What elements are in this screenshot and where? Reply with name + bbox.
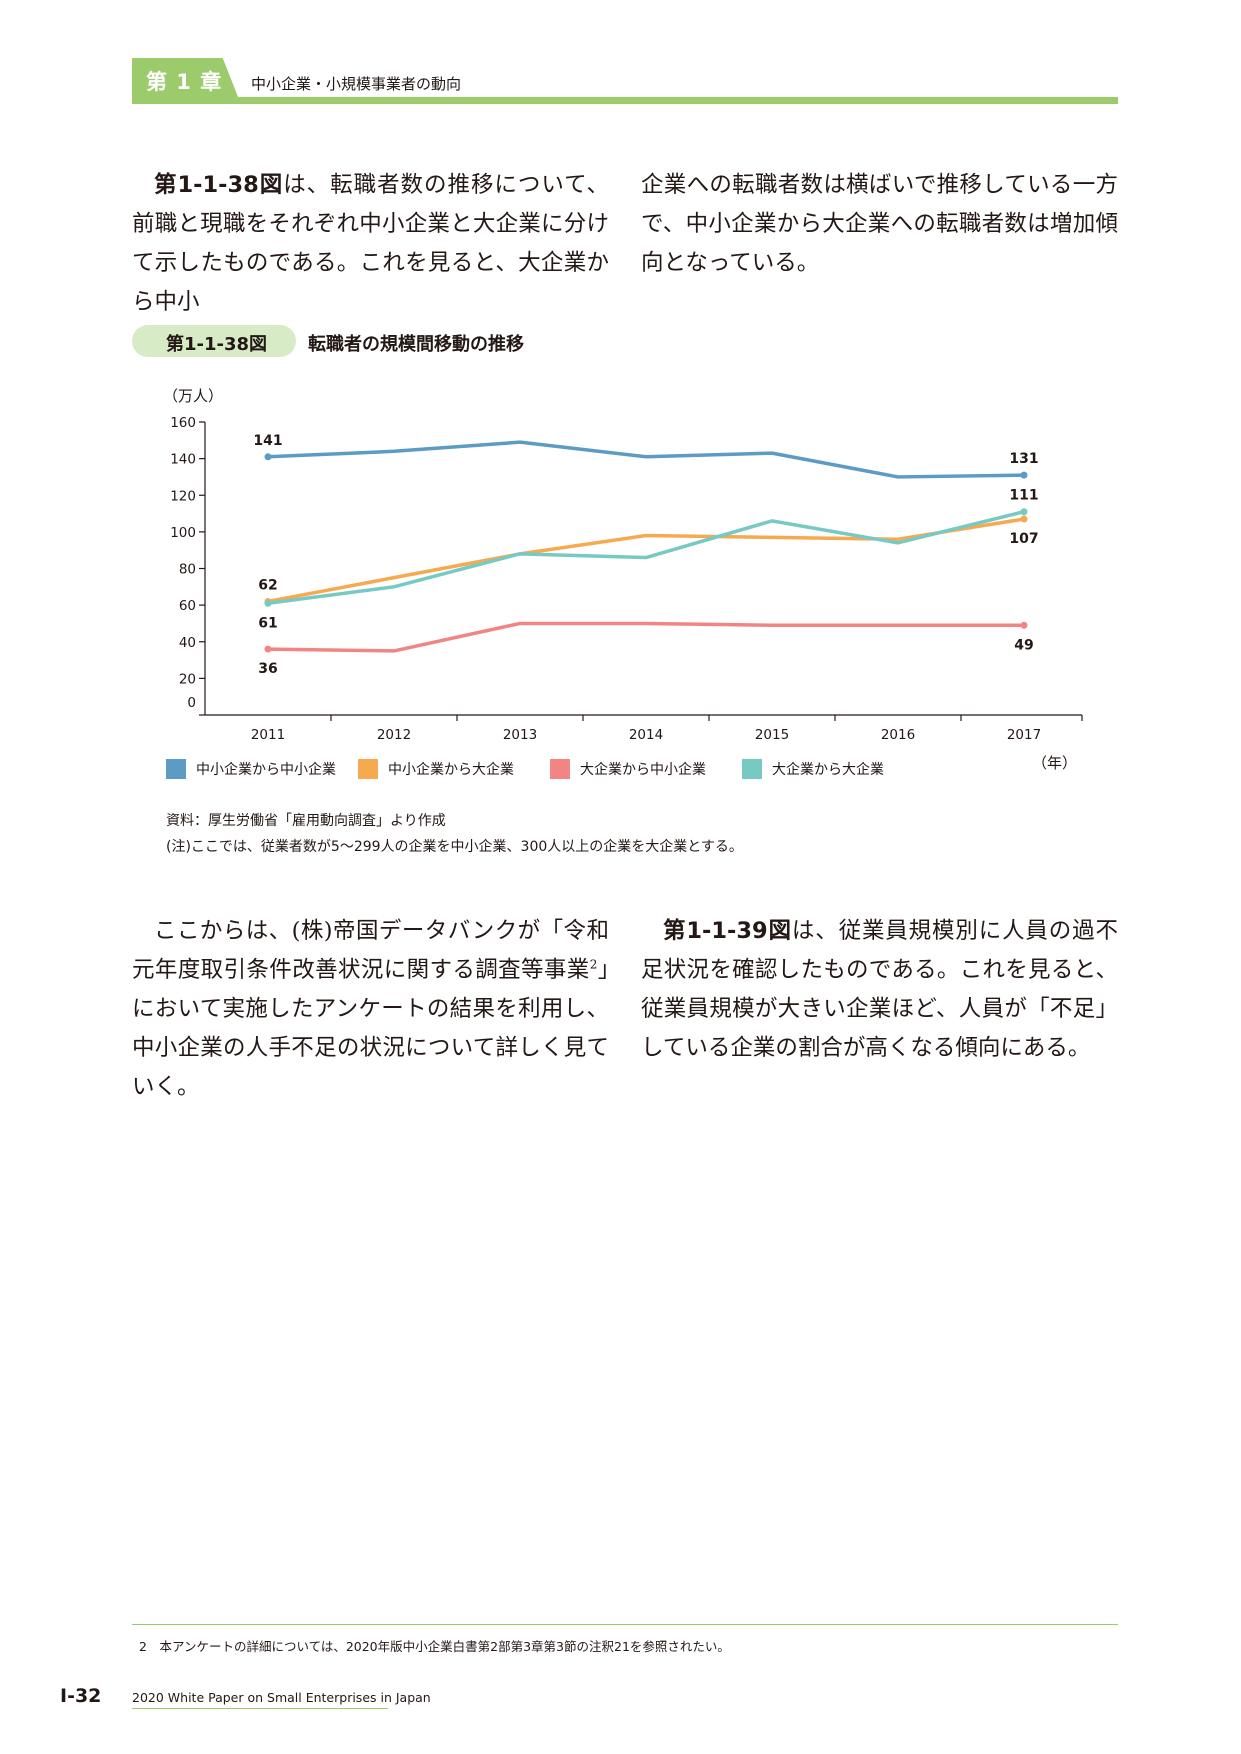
y-tick-label: 60	[179, 598, 196, 614]
series-line	[266, 621, 1026, 653]
y-tick-label: 80	[179, 562, 196, 578]
x-tick-label: 2017	[1007, 727, 1041, 743]
legend-item: 中小企業から大企業	[358, 759, 514, 779]
data-label: 36	[258, 661, 277, 677]
data-label: 61	[258, 615, 277, 631]
data-label: 107	[1009, 531, 1038, 547]
x-tick-label: 2012	[377, 727, 411, 743]
legend-item: 中小企業から中小企業	[166, 759, 336, 779]
legend-item: 大企業から大企業	[742, 759, 884, 779]
outro-paragraph-right: 第1-1-39図は、従業員規模別に人員の過不足状況を確認したものである。これを見…	[641, 912, 1118, 1068]
source-note: 資料：厚生労働省「雇用動向調査」より作成	[166, 813, 446, 829]
chart-series-lines	[266, 440, 1026, 653]
data-point	[1020, 508, 1028, 516]
y-tick-label: 120	[170, 488, 196, 504]
data-point	[264, 599, 272, 607]
outro-paragraph-left: ここからは、(株)帝国データバンクが「令和元年度取引条件改善状況に関する調査等事…	[132, 912, 609, 1107]
legend-label: 大企業から中小企業	[580, 762, 706, 778]
x-tick-label: 2016	[881, 727, 915, 743]
y-tick-label: 0	[187, 695, 196, 711]
legend-swatch	[742, 759, 762, 779]
outro-left-text-after: 」において実施したアンケートの結果を利用し、中小企業の人手不足の状況について詳し…	[132, 957, 609, 1100]
data-point	[1020, 621, 1028, 629]
chart-series-points	[264, 453, 1028, 653]
series-line	[266, 440, 1026, 479]
figure-reference: 第1-1-38図	[154, 172, 284, 198]
data-label: 141	[253, 433, 282, 449]
data-label: 111	[1009, 488, 1038, 504]
x-tick-label: 2013	[503, 727, 537, 743]
chapter-tab	[132, 58, 240, 102]
legend-label: 大企業から大企業	[772, 762, 884, 778]
data-point	[264, 645, 272, 653]
data-label: 131	[1009, 451, 1038, 467]
figure-title: 転職者の規模間移動の推移	[308, 334, 524, 355]
chart-data-labels: 141 131 62 107 36 49 61 111	[253, 433, 1038, 677]
data-point	[1020, 515, 1028, 523]
x-unit-label: （年）	[1032, 754, 1078, 772]
legend-swatch	[550, 759, 570, 779]
x-tick-label: 2015	[755, 727, 789, 743]
intro-paragraph-left: 第1-1-38図は、転職者数の推移について、前職と現職をそれぞれ中小企業と大企業…	[132, 166, 609, 322]
footnote-marker: 2	[589, 957, 598, 972]
line-chart: 0 20 40 60 80 100 120 140 160 2011 2012 2013 2014 201…	[163, 387, 1083, 743]
y-tick-label: 20	[179, 671, 196, 687]
footer-caption: 2020 White Paper on Small Enterprises in…	[132, 1690, 431, 1705]
data-point	[1020, 471, 1028, 479]
chart-axes: 0 20 40 60 80 100 120 140 160 2011 2012 2013 2014 201…	[170, 415, 1083, 743]
footer-caption-rule	[132, 1708, 388, 1709]
series-line	[266, 509, 1026, 606]
x-tick-label: 2011	[251, 727, 285, 743]
y-tick-label: 160	[170, 415, 196, 431]
legend-item: 大企業から中小企業	[550, 759, 706, 779]
legend-label: 中小企業から大企業	[388, 762, 514, 778]
legend-swatch	[358, 759, 378, 779]
figure-number: 第1-1-38図	[166, 334, 268, 355]
figure-number-pill	[132, 325, 296, 357]
page-number: Ⅰ-32	[60, 1685, 102, 1707]
data-label: 49	[1014, 637, 1033, 653]
y-tick-label: 140	[170, 452, 196, 468]
footnote: 2 本アンケートの詳細については、2020年版中小企業白書第2部第3章第3節の注…	[139, 1639, 730, 1654]
data-point	[264, 453, 272, 461]
figure-note: (注)ここでは、従業者数が5〜299人の企業を中小企業、300人以上の企業を大企…	[166, 839, 743, 855]
y-tick-label: 100	[170, 525, 196, 541]
figure-reference-next: 第1-1-39図	[663, 918, 792, 944]
y-unit-label: （万人）	[163, 387, 223, 405]
footnote-rule	[132, 1624, 1118, 1625]
outro-right-text: は、従業員規模別に人員の過不足状況を確認したものである。これを見ると、従業員規模…	[641, 918, 1118, 1061]
series-line	[266, 517, 1026, 604]
intro-left-text: は、転職者数の推移について、前職と現職をそれぞれ中小企業と大企業に分けて示したも…	[132, 172, 609, 315]
data-label: 62	[258, 577, 277, 593]
y-tick-label: 40	[179, 635, 196, 651]
x-tick-label: 2014	[629, 727, 663, 743]
header-rule	[132, 97, 1118, 104]
intro-paragraph-right: 企業への転職者数は横ばいで推移している一方で、中小企業から大企業への転職者数は増…	[641, 172, 1118, 276]
chapter-label: 第 1 章	[146, 70, 223, 94]
chapter-title: 中小企業・小規模事業者の動向	[251, 75, 462, 93]
outro-left-text-before: ここからは、(株)帝国データバンクが「令和元年度取引条件改善状況に関する調査等事…	[132, 918, 609, 983]
legend-label: 中小企業から中小企業	[196, 762, 336, 778]
legend-swatch	[166, 759, 186, 779]
